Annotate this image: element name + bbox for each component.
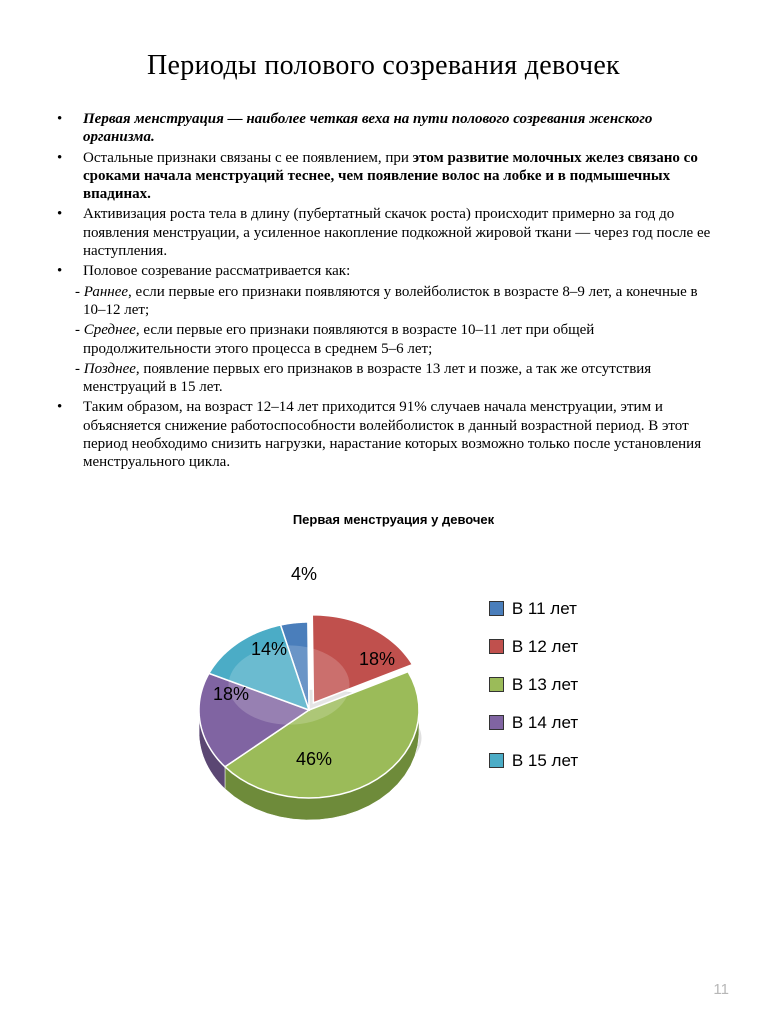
- legend-label: В 13 лет: [512, 675, 578, 695]
- page: Периоды полового созревания девочек Перв…: [0, 0, 767, 1024]
- bullet-3: Активизация роста тела в длину (пубертат…: [57, 205, 722, 260]
- legend-item: В 13 лет: [489, 675, 578, 695]
- sub-early: - Раннее, если первые его признаки появл…: [71, 283, 722, 320]
- pie-pct-label: 4%: [291, 564, 317, 584]
- chart-block: Первая менструация у девочек 4% 18% 46% 18%…: [45, 512, 722, 825]
- legend-item: В 11 лет: [489, 599, 578, 619]
- legend-item: В 14 лет: [489, 713, 578, 733]
- legend-item: В 12 лет: [489, 637, 578, 657]
- bullet-1-text: Первая менструация — наиболее четкая вех…: [83, 111, 652, 145]
- pie-pct-label: 14%: [251, 639, 287, 659]
- sub-early-text: , если первые его признаки появляются у …: [83, 284, 698, 318]
- sub-late-text: , появление первых его признаков в возра…: [83, 361, 651, 395]
- legend-swatch: [489, 601, 504, 616]
- legend-swatch: [489, 639, 504, 654]
- sub-mid: - Среднее, если первые его признаки появ…: [71, 321, 722, 358]
- bullet-list-2: Таким образом, на возраст 12–14 лет прих…: [57, 398, 722, 471]
- bullet-list: Первая менструация — наиболее четкая вех…: [57, 110, 722, 281]
- sub-early-label: Раннее: [84, 284, 128, 300]
- sub-mid-text: , если первые его признаки появляются в …: [83, 322, 594, 356]
- bullet-5: Таким образом, на возраст 12–14 лет прих…: [57, 398, 722, 471]
- chart-title: Первая менструация у девочек: [65, 512, 722, 527]
- legend-swatch: [489, 715, 504, 730]
- sub-late: - Позднее, появление первых его признако…: [71, 360, 722, 397]
- page-number: 11: [713, 981, 729, 998]
- bullet-4-text: Половое созревание рассматривается как:: [83, 263, 350, 279]
- legend-label: В 11 лет: [512, 599, 577, 619]
- bullet-1: Первая менструация — наиболее четкая вех…: [57, 110, 722, 147]
- legend-item: В 15 лет: [489, 751, 578, 771]
- pie-pct-label: 18%: [213, 684, 249, 704]
- bullet-4: Половое созревание рассматривается как:: [57, 262, 722, 280]
- pie-pct-label: 18%: [359, 649, 395, 669]
- chart-row: 4%18%46%18%14% В 11 летВ 12 летВ 13 летВ…: [15, 545, 722, 825]
- legend-swatch: [489, 753, 504, 768]
- legend-label: В 12 лет: [512, 637, 578, 657]
- legend-label: В 14 лет: [512, 713, 578, 733]
- pie-chart: 4% 18% 46% 18% 14%: [159, 545, 459, 825]
- chart-legend: В 11 лет В 12 лет В 13 лет В 14 лет В 15 лет: [489, 599, 578, 771]
- legend-label: В 15 лет: [512, 751, 578, 771]
- bullet-5-text: Таким образом, на возраст 12–14 лет прих…: [83, 399, 701, 470]
- sub-mid-label: Среднее: [84, 322, 136, 338]
- legend-swatch: [489, 677, 504, 692]
- bullet-3-text: Активизация роста тела в длину (пубертат…: [83, 206, 710, 259]
- page-title: Периоды полового созревания девочек: [45, 50, 722, 82]
- bullet-2: Остальные признаки связаны с ее появлени…: [57, 149, 722, 204]
- sub-late-label: Позднее: [84, 361, 136, 377]
- bullet-2-pre: Остальные признаки связаны с ее появлени…: [83, 150, 413, 166]
- pie-pct-label: 46%: [296, 749, 332, 769]
